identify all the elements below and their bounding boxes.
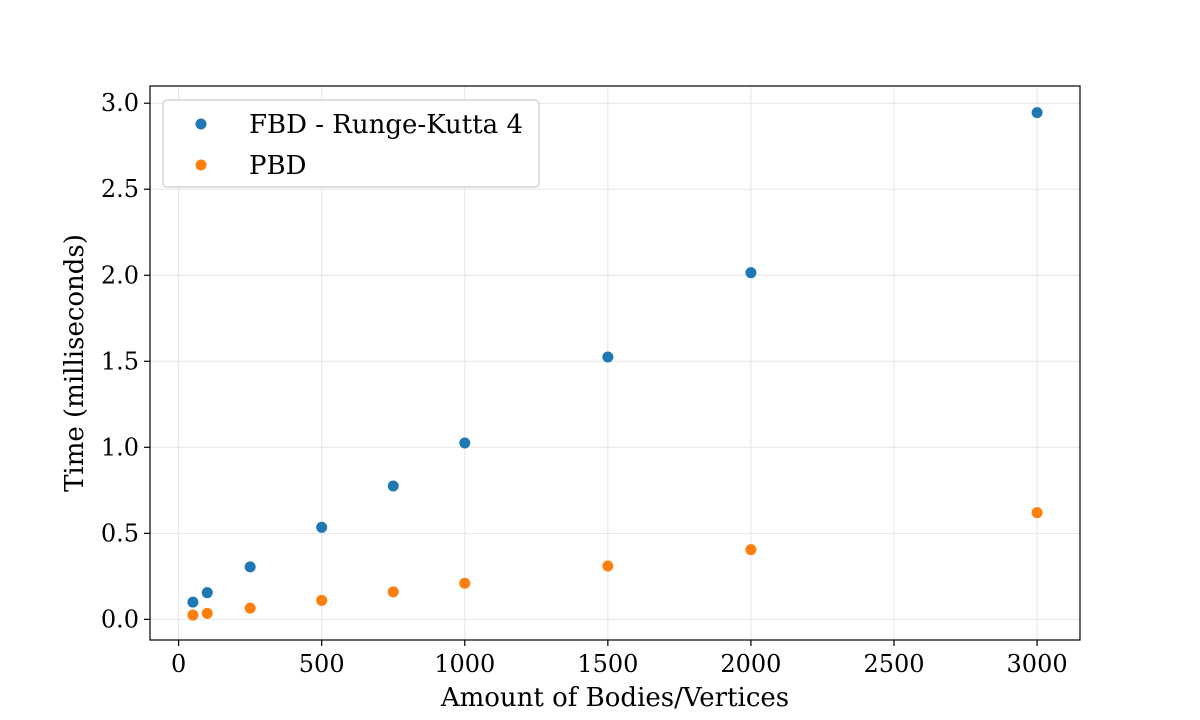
point-series-1	[745, 267, 757, 279]
data-points	[187, 107, 1043, 621]
point-series-2	[201, 607, 213, 619]
point-series-2	[244, 602, 256, 614]
y-tick-label: 0.5	[101, 519, 139, 547]
y-tick-label: 2.5	[101, 175, 139, 203]
x-tick-label: 2000	[720, 650, 781, 678]
point-series-2	[602, 560, 614, 572]
legend-box	[162, 99, 540, 188]
grid-lines	[150, 86, 1080, 640]
y-tick-label: 1.0	[101, 433, 139, 461]
legend-label: FBD - Runge-Kutta 4	[249, 110, 523, 140]
legend-label: PBD	[249, 151, 306, 181]
y-tick-label: 0.0	[101, 605, 139, 633]
x-tick-label: 1000	[434, 650, 495, 678]
legend-marker	[195, 159, 207, 171]
legend-marker	[195, 118, 207, 130]
point-series-1	[602, 351, 614, 363]
y-tick-label: 2.0	[101, 261, 139, 289]
point-series-2	[187, 609, 199, 621]
y-axis-label: Time (milliseconds)	[60, 234, 90, 492]
point-series-1	[201, 587, 213, 599]
x-axis-label: Amount of Bodies/Vertices	[440, 683, 789, 713]
x-tick-label: 500	[299, 650, 345, 678]
point-series-1	[459, 437, 471, 449]
point-series-2	[459, 577, 471, 589]
axes-frame	[149, 85, 1081, 641]
point-series-1	[187, 596, 199, 608]
point-series-1	[1031, 107, 1043, 119]
y-tick-label: 3.0	[101, 89, 139, 117]
point-series-2	[745, 544, 757, 556]
y-tick-label: 1.5	[101, 347, 139, 375]
axis-ticks: 0 500 1000 1500 2000 2500 3000 0.0 0.5 1.0 1.5 2.0 2…	[101, 89, 1068, 678]
point-series-2	[1031, 507, 1043, 519]
x-tick-label: 0	[171, 650, 186, 678]
point-series-1	[244, 561, 256, 573]
x-tick-label: 1500	[577, 650, 638, 678]
x-tick-label: 2500	[863, 650, 924, 678]
point-series-1	[316, 521, 328, 533]
legend: FBD - Runge-Kutta 4 PBD	[162, 99, 540, 188]
x-tick-label: 3000	[1007, 650, 1068, 678]
point-series-2	[316, 594, 328, 606]
point-series-2	[387, 586, 399, 598]
point-series-1	[387, 480, 399, 492]
